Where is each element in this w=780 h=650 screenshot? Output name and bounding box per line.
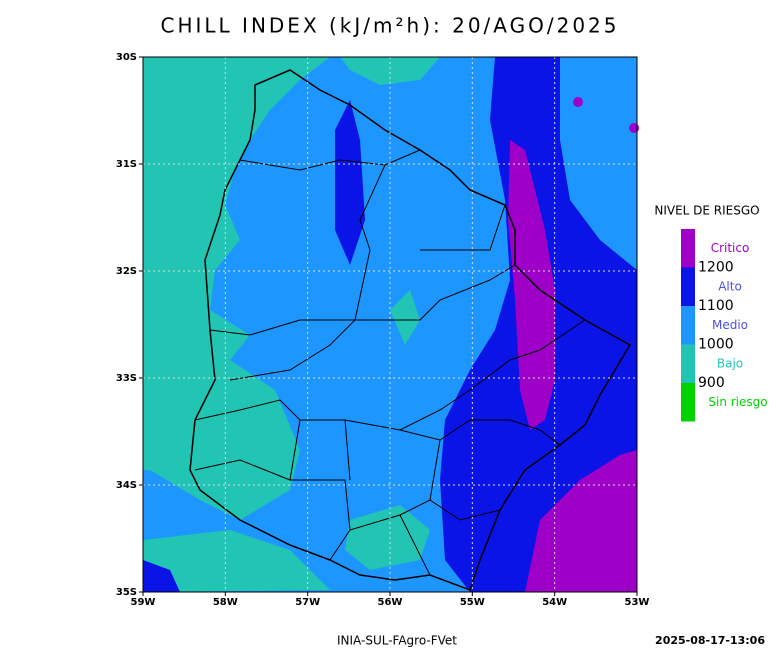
legend-threshold: 1200 xyxy=(698,260,734,276)
bajo-zone xyxy=(390,290,420,345)
bajo-zone xyxy=(143,57,330,520)
legend-swatch xyxy=(681,306,695,345)
legend-class-label: Critico xyxy=(711,241,750,255)
lon-tick-label: 53W xyxy=(625,597,650,608)
bajo-zone xyxy=(143,530,330,592)
critico-zone xyxy=(573,97,583,107)
lon-tick-label: 57W xyxy=(295,597,320,608)
legend-swatch xyxy=(681,344,695,383)
legend-threshold: 1100 xyxy=(698,298,734,314)
footer-timestamp: 2025-08-17-13:06 xyxy=(655,634,765,647)
map xyxy=(142,56,639,593)
legend-threshold: 1000 xyxy=(698,337,734,353)
lon-tick-label: 58W xyxy=(213,597,238,608)
legend-class-label: Alto xyxy=(718,279,742,293)
lat-tick-label: 35S xyxy=(116,587,137,598)
lon-tick-label: 59W xyxy=(131,597,156,608)
legend-class-label: Bajo xyxy=(717,356,743,370)
legend-swatch xyxy=(681,229,695,268)
lon-tick-label: 55W xyxy=(460,597,485,608)
lon-tick-label: 56W xyxy=(378,597,403,608)
legend-swatch xyxy=(681,383,695,422)
critico-zone xyxy=(508,140,555,430)
alto-zone xyxy=(143,560,180,592)
lat-tick-label: 33S xyxy=(116,373,137,384)
department-borders xyxy=(194,149,586,576)
bajo-zone xyxy=(345,505,430,570)
alto-zone xyxy=(335,100,365,265)
lat-tick-label: 32S xyxy=(116,266,137,277)
legend-title: NIVEL DE RIESGO xyxy=(654,204,759,218)
title: CHILL INDEX (kJ/m²h): 20/AGO/2025 xyxy=(161,14,620,38)
lat-tick-label: 34S xyxy=(116,480,137,491)
lon-tick-label: 54W xyxy=(542,597,567,608)
footer-source: INIA-SUL-FAgro-FVet xyxy=(337,634,457,648)
legend-class-label: Medio xyxy=(712,318,748,332)
legend-threshold: 900 xyxy=(698,375,725,391)
country-border xyxy=(189,69,632,591)
legend-class-label: Sin riesgo xyxy=(708,395,767,409)
lat-tick-label: 31S xyxy=(116,159,137,170)
lat-tick-label: 30S xyxy=(116,52,137,63)
bajo-zone xyxy=(340,57,440,85)
legend-swatch xyxy=(681,267,695,306)
